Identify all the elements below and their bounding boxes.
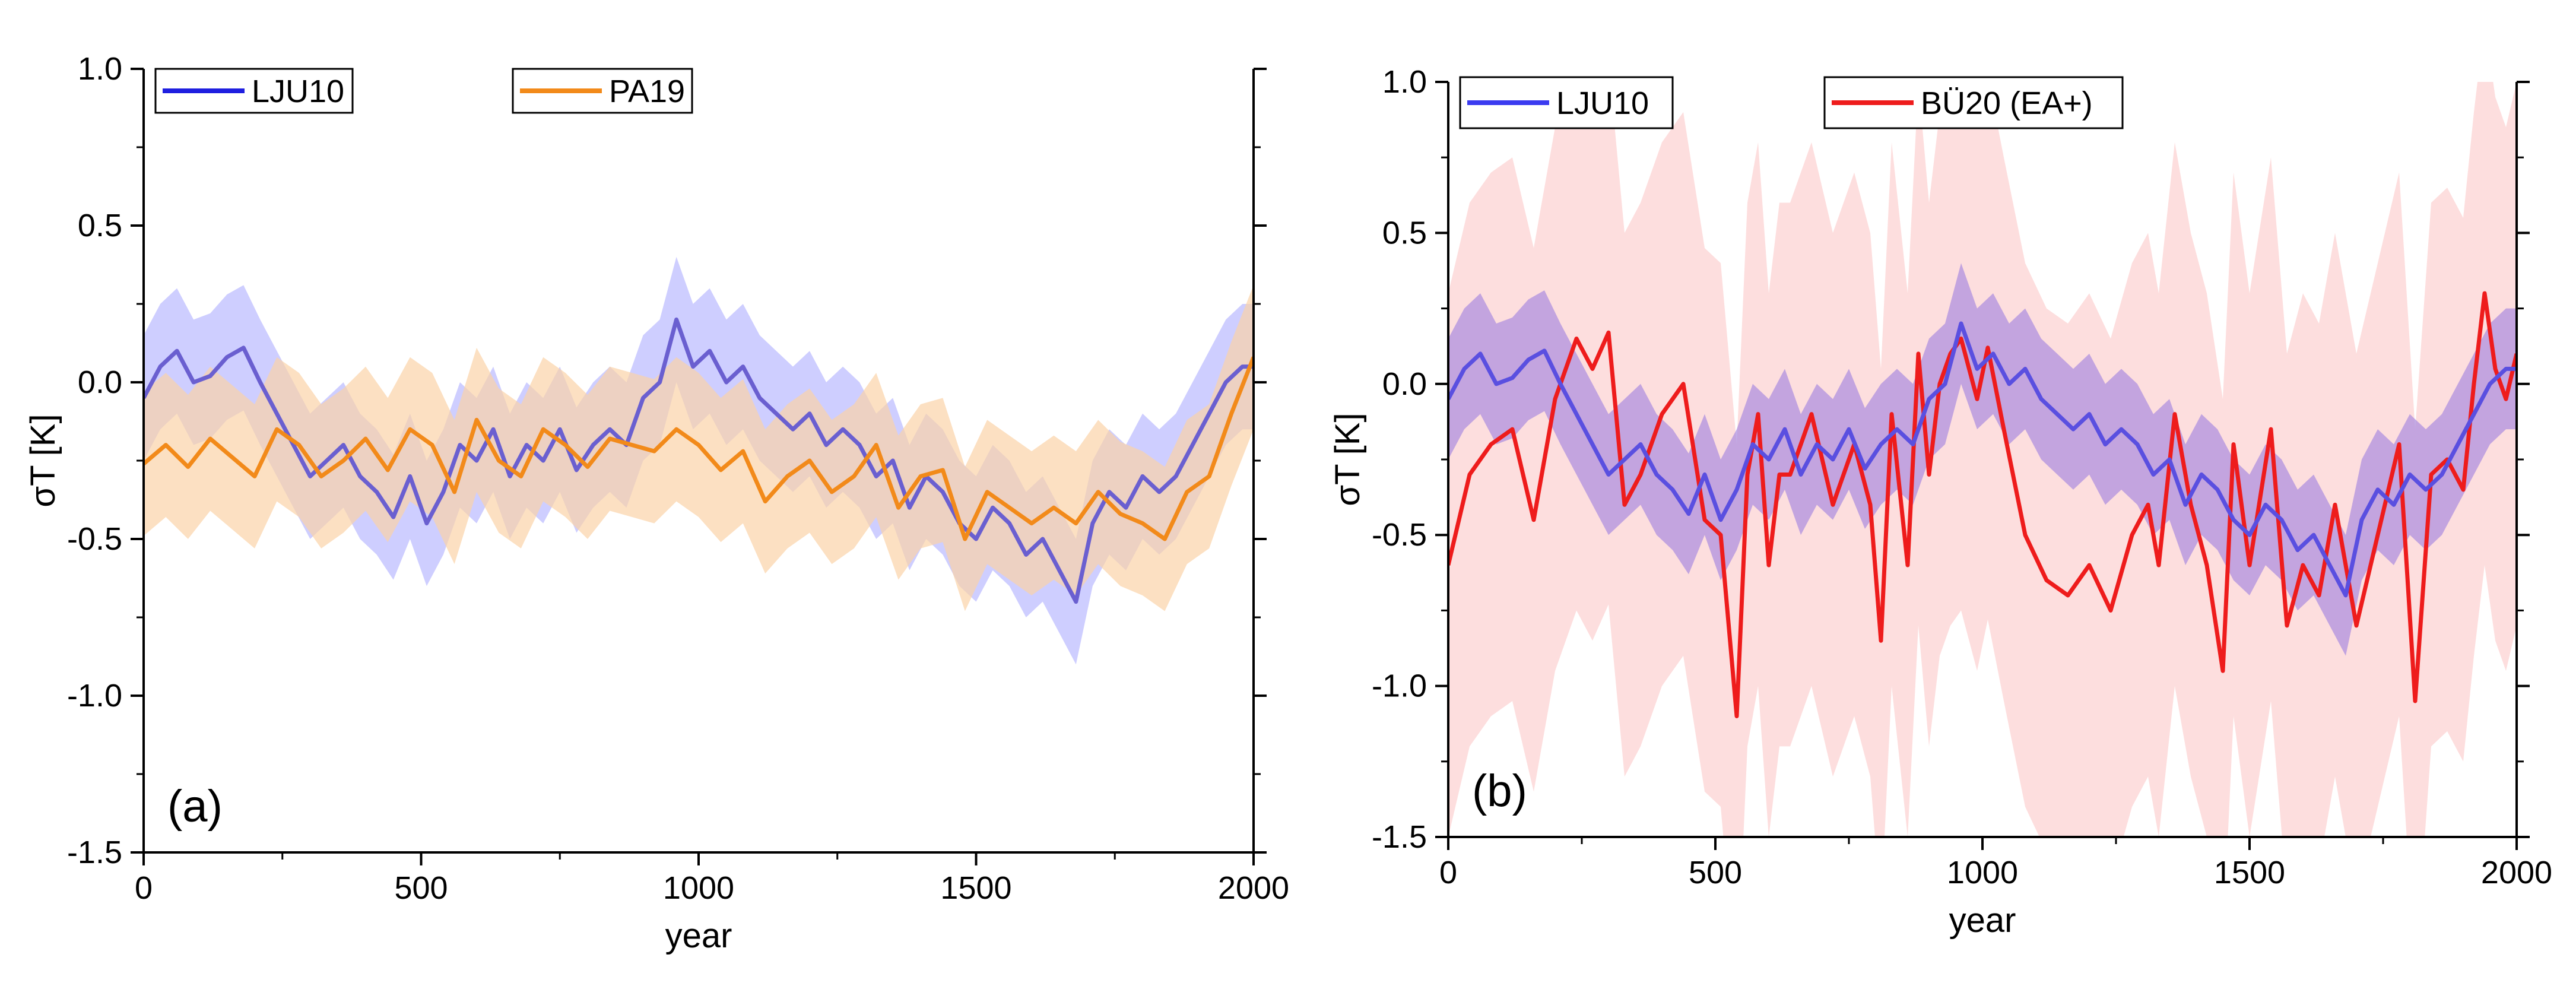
uncertainty-band-pa19 (144, 285, 1254, 611)
x-tick-label: 1500 (2214, 855, 2285, 890)
legend-label: LJU10 (1556, 85, 1649, 121)
series-line-pa19 (144, 356, 1254, 541)
x-tick-label: 1000 (1947, 855, 2018, 890)
x-tick-label: 1000 (663, 870, 734, 906)
legend-label: BÜ20 (EA+) (1921, 85, 2093, 121)
plot-area (144, 256, 1254, 665)
legend-label: LJU10 (252, 74, 344, 109)
panel-label: (b) (1472, 766, 1527, 816)
y-tick-label: -1.0 (1372, 668, 1427, 704)
y-tick-label: -0.5 (1372, 517, 1427, 553)
x-tick-label: 1500 (940, 870, 1011, 906)
x-tick-label: 0 (135, 870, 153, 906)
y-tick-label: 0.5 (1382, 215, 1427, 250)
chart-panel-a: 0 500 1000 1500 2000 -1.5 -1.0 -0.5 0.0 0.5 1.0 yea… (24, 51, 1289, 955)
series-line-lju10 (144, 317, 1254, 604)
legend-item-b-20-ea-: BÜ20 (EA+) (1823, 76, 2124, 129)
legend-item-lju10: LJU10 (154, 68, 354, 114)
y-tick-label: -1.5 (1372, 819, 1427, 855)
y-axis-label: σT [K] (1328, 413, 1367, 506)
legend-item-lju10: LJU10 (1459, 76, 1674, 129)
y-tick-label: 1.0 (1382, 64, 1427, 100)
x-axis-label: year (1949, 901, 2016, 940)
y-tick-label: -0.5 (67, 521, 122, 557)
y-tick-label: 0.0 (78, 364, 122, 400)
x-tick-label: 500 (1689, 855, 1742, 890)
uncertainty-band-b-20-ea- (1448, 82, 2517, 837)
x-axis-label: year (665, 917, 732, 955)
chart-panel-b: 0 500 1000 1500 2000 -1.5 -1.0 -0.5 0.0 0.5 1.0 yea… (1328, 64, 2552, 940)
y-tick-label: 0.0 (1382, 366, 1427, 402)
x-tick-label: 500 (394, 870, 448, 906)
plot-area (1448, 82, 2517, 837)
y-tick-label: 1.0 (78, 51, 122, 87)
legend-item-pa19: PA19 (512, 68, 693, 114)
y-tick-label: 0.5 (78, 208, 122, 243)
series-line-b-20-ea- (1448, 291, 2517, 718)
legend-label: PA19 (609, 74, 685, 109)
y-axis-label: σT [K] (24, 414, 62, 507)
series-line-lju10 (1448, 321, 2517, 598)
panel-label: (a) (167, 781, 223, 832)
x-tick-label: 0 (1439, 855, 1457, 890)
x-tick-label: 2000 (2481, 855, 2552, 890)
x-tick-label: 2000 (1218, 870, 1289, 906)
y-tick-label: -1.5 (67, 835, 122, 870)
y-tick-label: -1.0 (67, 678, 122, 714)
